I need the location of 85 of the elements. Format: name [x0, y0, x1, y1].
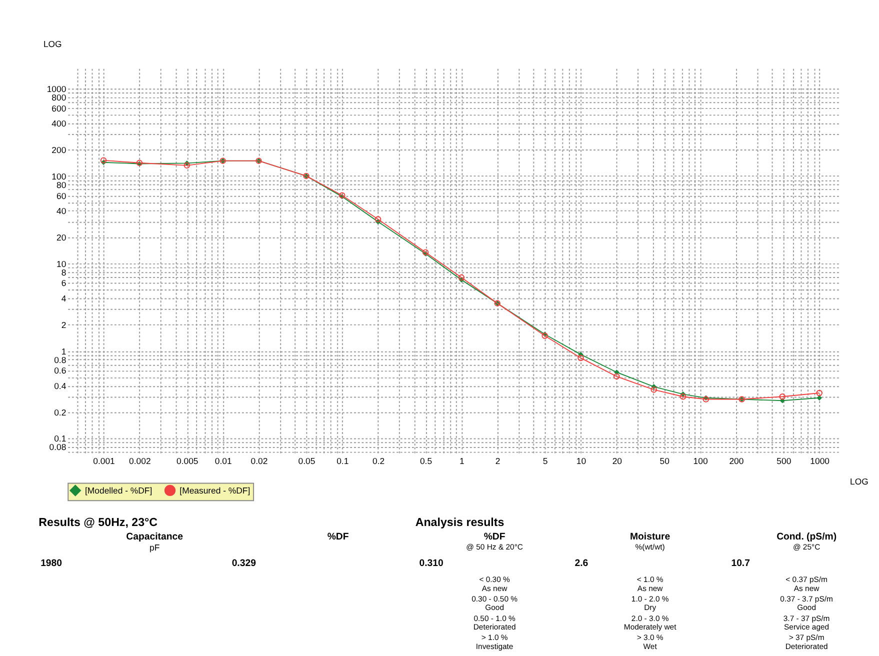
- y-tick-label: 1000: [46, 84, 66, 94]
- y-tick-label: 0.6: [54, 366, 66, 376]
- x-tick-label: 0.5: [420, 456, 432, 466]
- text: @ 25°C: [792, 542, 821, 552]
- text: Investigate: [476, 642, 514, 651]
- x-tick-label: 0.005: [176, 456, 198, 466]
- text: Cond. (pS/m): [776, 532, 837, 543]
- text: pF: [149, 542, 160, 552]
- y-tick-label: 600: [52, 103, 66, 114]
- y-tick-label: 100: [52, 171, 66, 182]
- text: 3.7 - 37 pS/m: [783, 614, 830, 623]
- x-tick-label: 5: [542, 456, 548, 466]
- text: 0.30 - 0.50 %: [472, 594, 518, 604]
- y-tick-label: 200: [52, 145, 66, 156]
- x-tick-label: 20: [612, 456, 622, 466]
- x-tick-label: 1000: [810, 456, 830, 466]
- x-tick-label: 0.001: [93, 456, 116, 466]
- x-tick-label: 200: [729, 456, 744, 466]
- x-tick-label: 0.05: [298, 456, 316, 466]
- y-tick-label: 40: [56, 206, 66, 216]
- text: Moisture: [630, 532, 671, 543]
- x-tick-label: 0.02: [250, 456, 268, 466]
- text: As new: [482, 584, 508, 593]
- y-tick-label: 0.2: [54, 407, 66, 418]
- text: Dry: [644, 603, 656, 612]
- text: > 3.0 %: [636, 633, 664, 642]
- y-tick-label: 0.8: [54, 354, 66, 365]
- x-tick-label: 50: [660, 456, 670, 466]
- y-tick-label: 80: [56, 180, 66, 190]
- text: 0.329: [232, 558, 256, 569]
- legend-label: [Modelled - %DF]: [85, 485, 152, 496]
- x-tick-label: 500: [776, 456, 792, 466]
- text: < 0.30 %: [479, 575, 510, 584]
- text: Good: [485, 603, 504, 612]
- y-tick-label: 20: [56, 232, 66, 242]
- y-tick-label: 400: [52, 118, 66, 129]
- x-tick-label: 2: [495, 456, 500, 466]
- y-tick-label: 8: [61, 267, 66, 278]
- text: 1980: [40, 558, 62, 569]
- y-tick-label: 10: [56, 258, 66, 269]
- x-tick-label: 100: [693, 456, 708, 466]
- text: 2.0 - 3.0 %: [631, 614, 669, 623]
- x-tick-label: 0.01: [214, 456, 232, 466]
- text: Service aged: [784, 622, 830, 632]
- text: 1.0 - 2.0 %: [631, 594, 669, 604]
- text: Capacitance: [126, 532, 184, 543]
- x-tick-label: 0.002: [129, 456, 151, 466]
- text: Deteriorated: [785, 642, 828, 651]
- text: 10.7: [731, 558, 750, 569]
- y-tick-label: 800: [52, 92, 66, 102]
- y-tick-label: 0.08: [49, 442, 66, 452]
- text: Wet: [643, 642, 658, 651]
- text: %DF: [327, 532, 349, 543]
- y-tick-label: 4: [61, 294, 66, 304]
- y-tick-label: 0.4: [54, 381, 66, 392]
- text: 0.310: [419, 558, 444, 569]
- y-tick-label: 2: [61, 320, 66, 330]
- text: As new: [794, 584, 820, 593]
- text: Analysis results: [415, 517, 504, 530]
- text: > 1.0 %: [481, 633, 508, 642]
- x-tick-label: 10: [576, 456, 586, 466]
- text: < 1.0 %: [636, 575, 664, 584]
- legend-label: [Measured - %DF]: [180, 485, 250, 496]
- text: Deteriorated: [473, 622, 516, 632]
- text: As new: [637, 584, 664, 593]
- y-tick-label: 6: [61, 278, 66, 288]
- text: < 0.37 pS/m: [786, 575, 828, 584]
- text: LOG: [850, 476, 869, 487]
- text: %(wt/wt): [635, 542, 666, 552]
- x-tick-label: 0.2: [372, 456, 385, 466]
- text: Results @ 50Hz, 23°C: [38, 517, 158, 530]
- y-tick-label: 0.1: [54, 434, 66, 444]
- text: > 37 pS/m: [788, 633, 824, 642]
- y-tick-label: 60: [56, 190, 66, 201]
- text: Good: [797, 603, 816, 612]
- text: 2.6: [574, 558, 589, 569]
- y-tick-label: 1: [61, 346, 66, 356]
- text: Moderately wet: [624, 622, 678, 632]
- text: 0.50 - 1.0 %: [474, 614, 516, 623]
- text: @ 50 Hz & 20°C: [466, 542, 524, 552]
- text: LOG: [43, 39, 62, 50]
- x-tick-label: 0.1: [336, 456, 349, 466]
- text: 0.37 - 3.7 pS/m: [780, 594, 833, 604]
- x-tick-label: 1: [460, 456, 465, 466]
- text: %DF: [484, 532, 506, 543]
